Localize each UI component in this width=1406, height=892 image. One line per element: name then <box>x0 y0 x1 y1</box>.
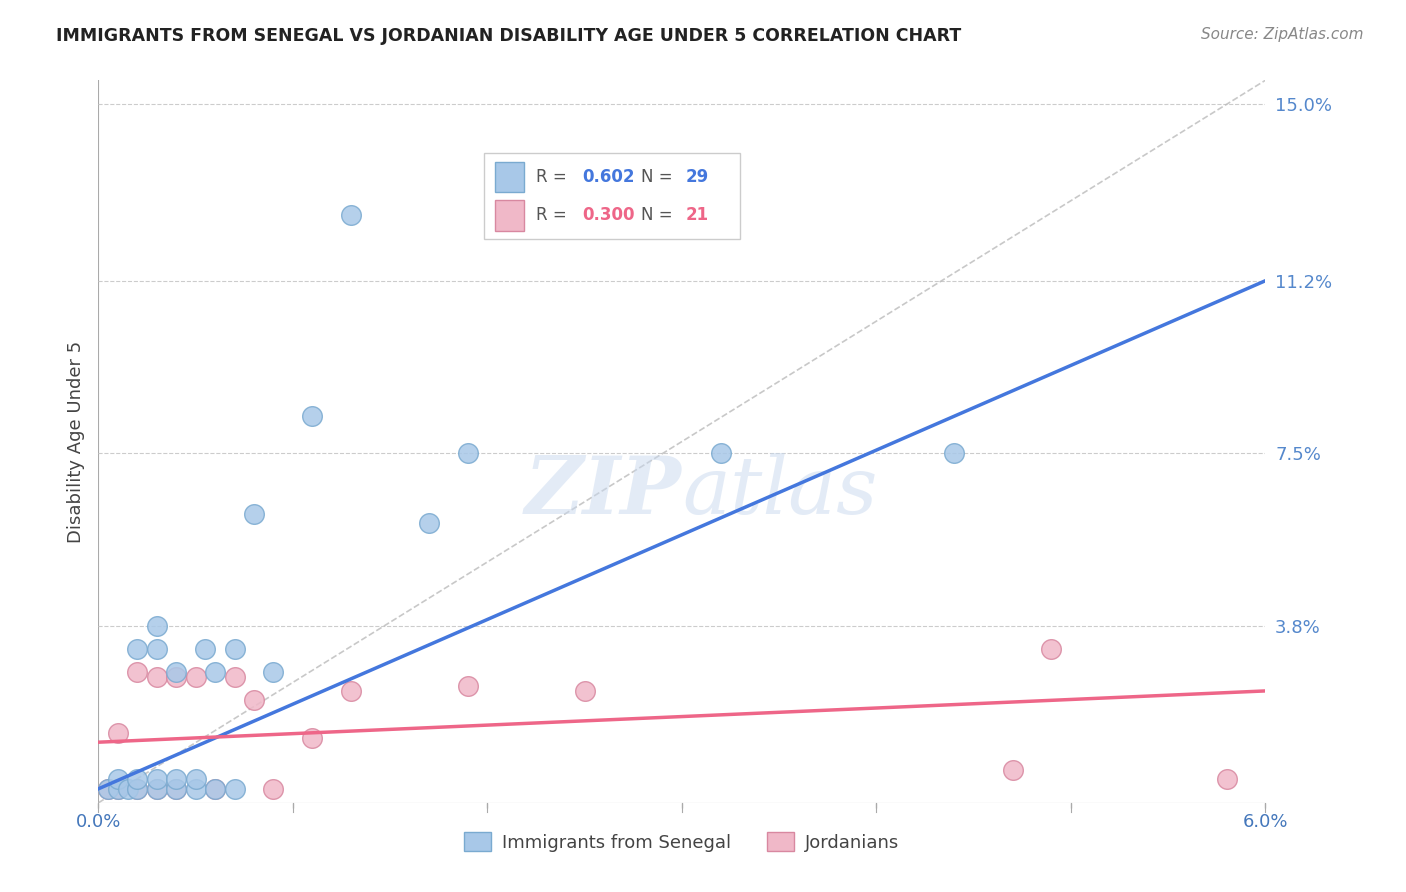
Point <box>204 781 226 796</box>
Text: 29: 29 <box>685 168 709 186</box>
Text: 0.602: 0.602 <box>582 168 636 186</box>
Point <box>146 781 169 796</box>
Point <box>1040 642 1063 657</box>
Point <box>107 726 129 740</box>
Point <box>224 670 246 684</box>
Point <box>301 731 323 745</box>
Y-axis label: Disability Age Under 5: Disability Age Under 5 <box>66 341 84 542</box>
Text: atlas: atlas <box>682 453 877 531</box>
Point <box>146 670 169 684</box>
Point <box>262 781 284 796</box>
Point <box>457 679 479 693</box>
Point <box>1215 772 1237 787</box>
Text: N =: N = <box>641 168 678 186</box>
Text: IMMIGRANTS FROM SENEGAL VS JORDANIAN DISABILITY AGE UNDER 5 CORRELATION CHART: IMMIGRANTS FROM SENEGAL VS JORDANIAN DIS… <box>56 27 962 45</box>
Point <box>243 507 266 521</box>
Point <box>301 409 323 423</box>
Point <box>204 781 226 796</box>
Point <box>710 446 733 460</box>
Point <box>107 781 129 796</box>
Point <box>146 772 169 787</box>
Text: Source: ZipAtlas.com: Source: ZipAtlas.com <box>1201 27 1364 42</box>
Text: N =: N = <box>641 206 678 225</box>
Point <box>224 642 246 657</box>
Point <box>107 772 129 787</box>
Point <box>184 781 207 796</box>
Point <box>418 516 440 530</box>
Point <box>146 618 169 632</box>
Point <box>184 772 207 787</box>
Point <box>340 209 363 223</box>
Text: R =: R = <box>536 206 572 225</box>
Point <box>127 781 149 796</box>
Point <box>243 693 266 707</box>
Point <box>127 772 149 787</box>
Text: 0.300: 0.300 <box>582 206 636 225</box>
Point <box>574 684 596 698</box>
Point <box>165 772 187 787</box>
Point <box>1001 763 1024 777</box>
FancyBboxPatch shape <box>484 153 741 239</box>
Point <box>204 665 226 680</box>
Point <box>262 665 284 680</box>
Legend: Immigrants from Senegal, Jordanians: Immigrants from Senegal, Jordanians <box>457 825 907 859</box>
Point <box>127 665 149 680</box>
Point <box>194 642 217 657</box>
Point <box>117 781 139 796</box>
Point <box>457 446 479 460</box>
FancyBboxPatch shape <box>495 200 524 230</box>
Point <box>97 781 120 796</box>
Text: R =: R = <box>536 168 572 186</box>
Point <box>146 781 169 796</box>
Point <box>224 781 246 796</box>
FancyBboxPatch shape <box>495 162 524 193</box>
Point <box>943 446 966 460</box>
Point <box>165 781 187 796</box>
Point <box>165 665 187 680</box>
Point <box>97 781 120 796</box>
Point <box>165 670 187 684</box>
Text: 21: 21 <box>685 206 709 225</box>
Point <box>107 781 129 796</box>
Text: ZIP: ZIP <box>524 453 682 531</box>
Point <box>165 781 187 796</box>
Point <box>340 684 363 698</box>
Point <box>146 642 169 657</box>
Point <box>184 670 207 684</box>
Point <box>127 781 149 796</box>
Point <box>127 642 149 657</box>
